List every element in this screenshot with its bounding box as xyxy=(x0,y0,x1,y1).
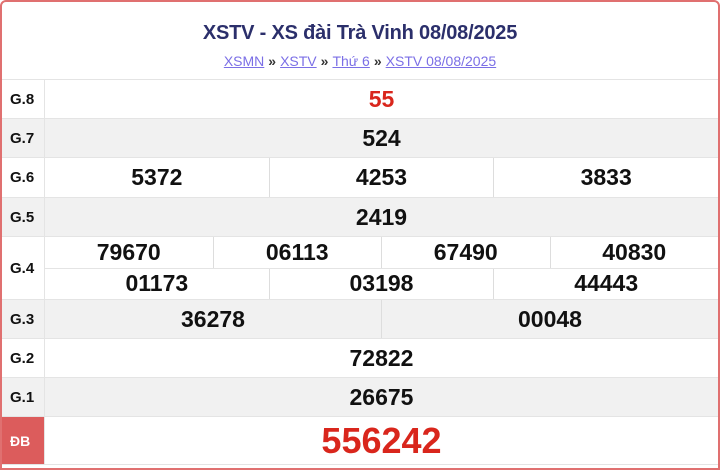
prize-number: 44443 xyxy=(493,268,718,299)
prize-number: 40830 xyxy=(549,237,719,268)
prize-number: 67490 xyxy=(381,237,550,268)
prize-number: 79670 xyxy=(96,238,161,265)
prize-label: G.2 xyxy=(2,339,45,377)
prize-number: 00048 xyxy=(381,300,718,338)
number-line: 55 xyxy=(45,80,718,118)
prize-label: G.1 xyxy=(2,378,45,416)
prize-numbers: 72822 xyxy=(45,339,718,377)
breadcrumb-weekday[interactable]: Thứ 6 xyxy=(332,53,370,69)
prize-number: 55 xyxy=(368,85,395,112)
number-line: 72822 xyxy=(45,339,718,377)
prize-number: 3833 xyxy=(493,158,718,197)
prize-number: 4253 xyxy=(268,158,494,197)
prize-number: 01173 xyxy=(125,270,189,297)
prize-label: G.4 xyxy=(2,237,45,299)
prize-row-g4: G.4 79670 06113 67490 40830 01173 03198 44443 xyxy=(2,237,718,300)
prize-number: 06113 xyxy=(212,237,382,268)
prize-label: G.8 xyxy=(2,80,45,118)
number-line: 524 xyxy=(45,119,718,157)
prize-label: ĐB xyxy=(2,417,45,464)
page-title: XSTV - XS đài Trà Vinh 08/08/2025 xyxy=(202,22,518,44)
breadcrumb: XSMN» XSTV» Thứ 6» XSTV 08/08/2025 xyxy=(2,53,718,69)
prize-numbers: 524 xyxy=(45,119,718,157)
results-table: G.8 55 G.7 524 G.6 5372 4253 3833 G.5 2419 G.4 7967… xyxy=(2,80,718,465)
breadcrumb-separator: » xyxy=(268,53,277,69)
results-header: XSTV - XS đài Trà Vinh 08/08/2025 XSMN» X… xyxy=(2,2,718,80)
breadcrumb-xsmn[interactable]: XSMN xyxy=(223,53,265,69)
breadcrumb-current[interactable]: XSTV 08/08/2025 xyxy=(385,53,497,69)
prize-numbers: 26675 xyxy=(45,378,718,416)
number-line: 556242 xyxy=(45,417,718,464)
prize-numbers: 79670 06113 67490 40830 01173 03198 44443 xyxy=(45,237,718,299)
prize-row-g2: G.2 72822 xyxy=(2,339,718,378)
prize-numbers: 556242 xyxy=(45,417,718,464)
number-line: 2419 xyxy=(45,198,718,236)
prize-number: 03198 xyxy=(268,268,494,299)
prize-row-g3: G.3 36278 00048 xyxy=(2,300,718,339)
prize-row-db: ĐB 556242 xyxy=(2,417,718,465)
prize-row-g5: G.5 2419 xyxy=(2,198,718,237)
prize-label: G.6 xyxy=(2,158,45,197)
breadcrumb-xstv[interactable]: XSTV xyxy=(280,53,317,69)
number-line: 36278 00048 xyxy=(45,300,718,338)
prize-number: 26675 xyxy=(349,383,414,410)
breadcrumb-separator: » xyxy=(320,53,329,69)
prize-number: 524 xyxy=(362,124,401,151)
prize-numbers: 55 xyxy=(45,80,718,118)
prize-row-g1: G.1 26675 xyxy=(2,378,718,417)
prize-number: 72822 xyxy=(349,344,414,371)
number-line: 01173 03198 44443 xyxy=(45,267,718,299)
number-line: 5372 4253 3833 xyxy=(45,158,718,197)
prize-number: 5372 xyxy=(131,164,183,190)
number-line: 79670 06113 67490 40830 xyxy=(45,237,718,268)
prize-numbers: 36278 00048 xyxy=(45,300,718,338)
prize-row-g8: G.8 55 xyxy=(2,80,718,119)
breadcrumb-separator: » xyxy=(373,53,382,69)
special-prize-number: 556242 xyxy=(321,419,442,461)
prize-row-g7: G.7 524 xyxy=(2,119,718,158)
number-line: 26675 xyxy=(45,378,718,416)
prize-label: G.3 xyxy=(2,300,45,338)
prize-numbers: 5372 4253 3833 xyxy=(45,158,718,197)
prize-label: G.7 xyxy=(2,119,45,157)
prize-row-g6: G.6 5372 4253 3833 xyxy=(2,158,718,198)
prize-number: 2419 xyxy=(355,203,408,230)
prize-numbers: 2419 xyxy=(45,198,718,236)
prize-number: 36278 xyxy=(181,305,245,332)
prize-label: G.5 xyxy=(2,198,45,236)
